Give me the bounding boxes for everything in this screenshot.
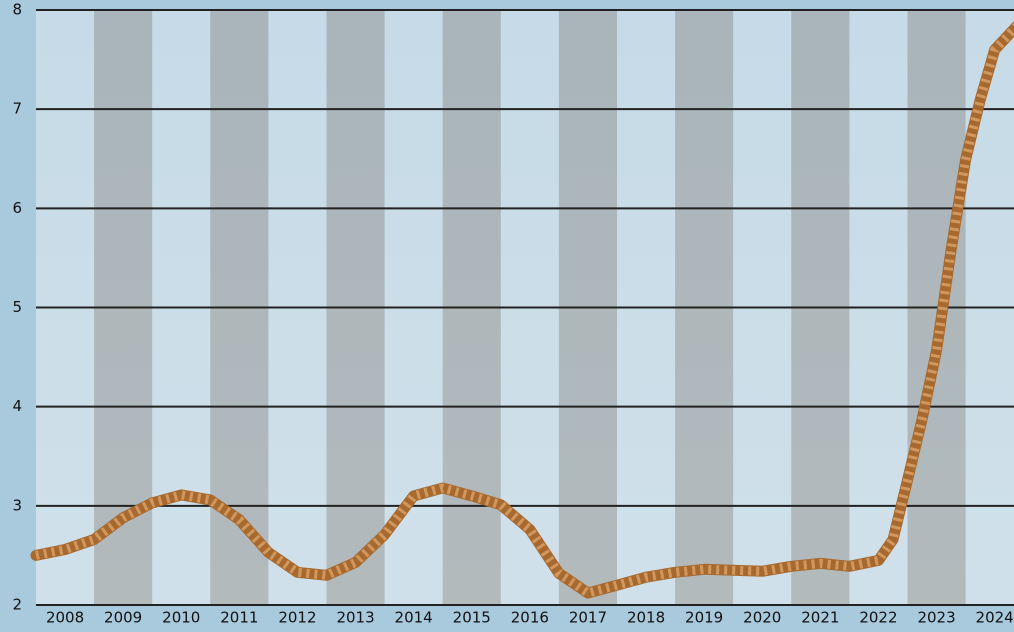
y-tick-label: 2 — [12, 596, 22, 614]
x-tick-label: 2019 — [685, 609, 723, 627]
y-tick-label: 4 — [12, 397, 22, 415]
x-tick-label: 2018 — [627, 609, 665, 627]
x-tick-label: 2009 — [104, 609, 142, 627]
x-tick-label: 2017 — [569, 609, 607, 627]
x-tick-label: 2023 — [917, 609, 955, 627]
x-tick-label: 2008 — [46, 609, 84, 627]
x-tick-label: 2012 — [278, 609, 316, 627]
x-tick-label: 2020 — [743, 609, 781, 627]
y-tick-label: 3 — [12, 496, 22, 514]
rope-twist — [35, 22, 1014, 598]
x-tick-label: 2013 — [336, 609, 374, 627]
y-tick-label: 6 — [12, 199, 22, 217]
y-tick-label: 8 — [12, 1, 22, 19]
x-tick-label: 2011 — [220, 609, 258, 627]
x-tick-label: 2022 — [859, 609, 897, 627]
x-tick-label: 2021 — [801, 609, 839, 627]
y-tick-label: 5 — [12, 298, 22, 316]
x-tick-label: 2014 — [395, 609, 433, 627]
y-tick-label: 7 — [12, 100, 22, 118]
x-tick-label: 2016 — [511, 609, 549, 627]
x-tick-label: 2010 — [162, 609, 200, 627]
x-tick-label: 2024 — [976, 609, 1014, 627]
x-tick-label: 2015 — [453, 609, 491, 627]
